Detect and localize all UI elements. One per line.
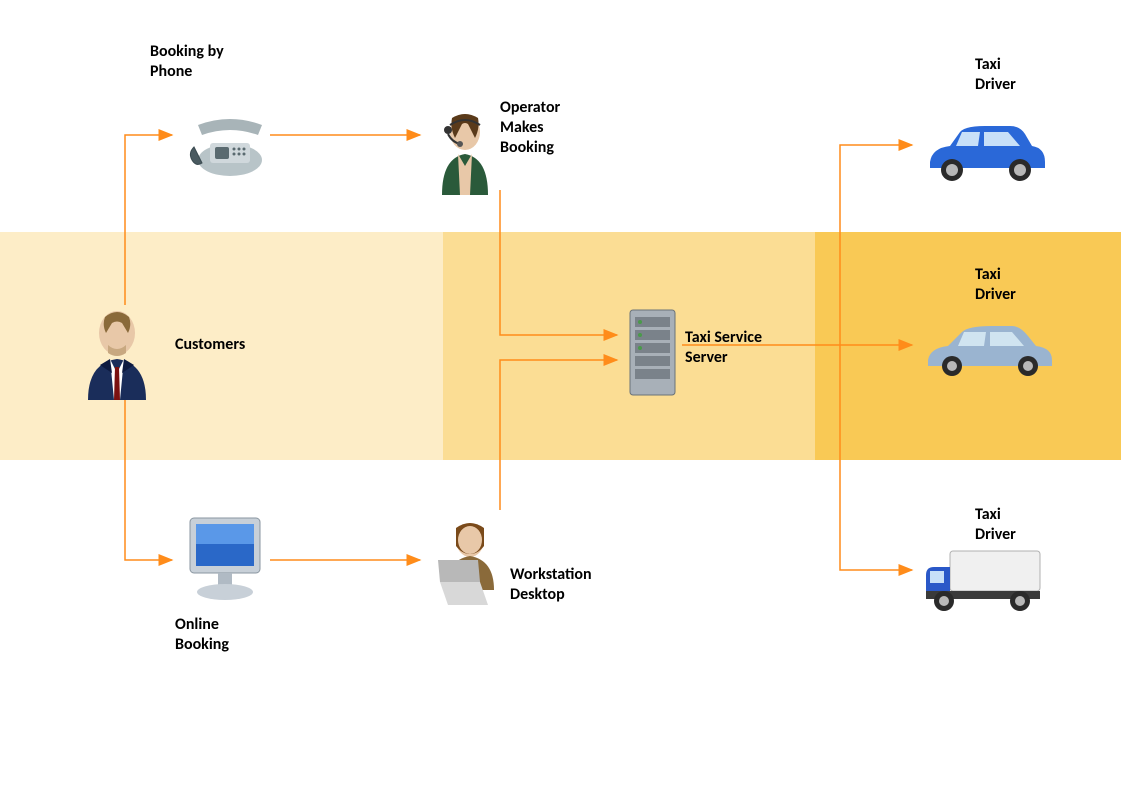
driver3-node (920, 545, 1045, 620)
phone-node (180, 105, 270, 185)
person-suit-icon (70, 305, 165, 400)
phone-icon (180, 105, 270, 180)
server-icon (625, 305, 680, 400)
customers-label: Customers (175, 335, 245, 355)
server-node (625, 305, 680, 405)
car-sedan-icon (920, 320, 1060, 380)
operator-icon (430, 110, 500, 195)
customers-node (70, 305, 165, 405)
driver1-label: Taxi Driver (975, 55, 1016, 95)
truck-icon (920, 545, 1045, 615)
workstation-node (430, 520, 510, 615)
driver3-label: Taxi Driver (975, 505, 1016, 545)
operator-label: Operator Makes Booking (500, 98, 560, 158)
person-laptop-icon (430, 520, 510, 610)
server-label: Taxi Service Server (685, 328, 762, 368)
workstation-label: Workstation Desktop (510, 565, 592, 605)
monitor-icon (180, 510, 270, 605)
driver1-node (920, 120, 1050, 190)
phone-label: Booking by Phone (150, 42, 224, 82)
monitor-node (180, 510, 270, 610)
driver2-label: Taxi Driver (975, 265, 1016, 305)
monitor-label: Online Booking (175, 615, 229, 655)
operator-node (430, 110, 500, 200)
car-blue-icon (920, 120, 1050, 185)
driver2-node (920, 320, 1060, 385)
